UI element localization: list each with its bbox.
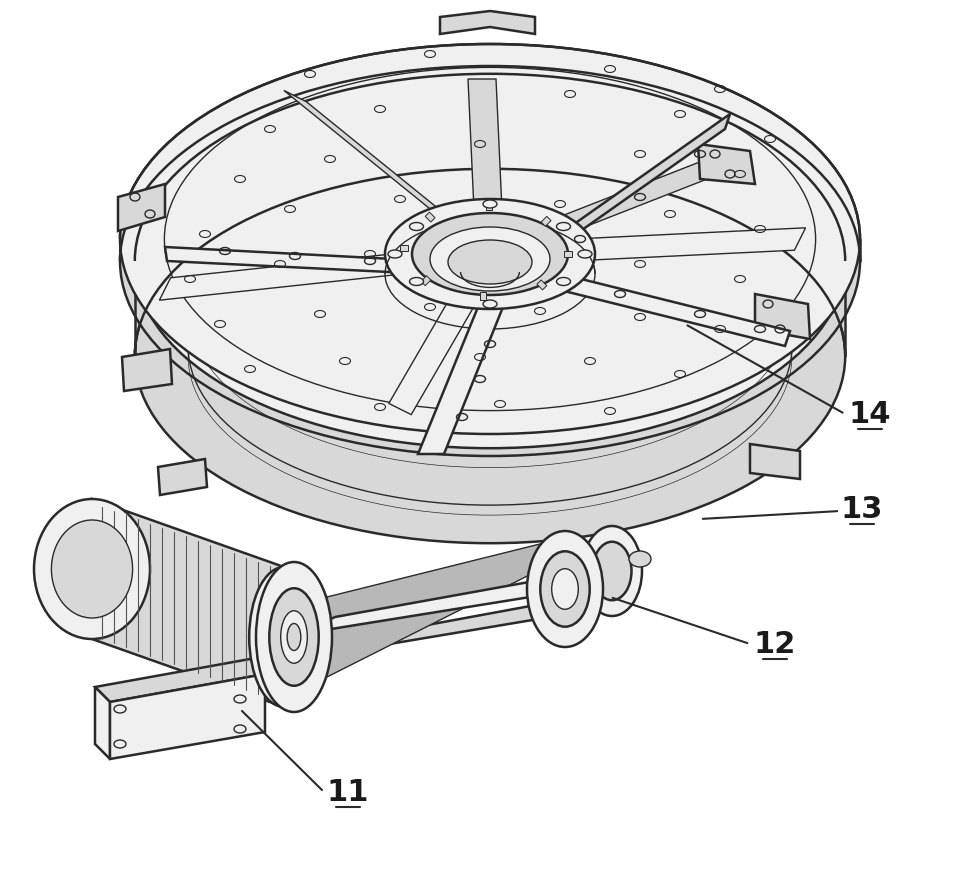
Ellipse shape xyxy=(270,588,318,686)
Polygon shape xyxy=(484,228,806,266)
Polygon shape xyxy=(300,595,590,659)
Polygon shape xyxy=(698,145,755,184)
Polygon shape xyxy=(118,184,165,232)
Ellipse shape xyxy=(410,223,423,231)
Polygon shape xyxy=(122,349,172,392)
Polygon shape xyxy=(750,444,800,479)
Ellipse shape xyxy=(430,227,550,291)
Bar xyxy=(486,203,492,211)
Polygon shape xyxy=(327,539,565,677)
Polygon shape xyxy=(160,243,496,301)
Polygon shape xyxy=(135,262,845,543)
Ellipse shape xyxy=(552,569,578,609)
Polygon shape xyxy=(95,659,265,702)
Polygon shape xyxy=(284,91,501,260)
Polygon shape xyxy=(755,295,810,340)
Polygon shape xyxy=(479,159,731,260)
Polygon shape xyxy=(440,12,535,35)
Ellipse shape xyxy=(388,251,402,259)
Ellipse shape xyxy=(135,75,845,449)
Ellipse shape xyxy=(578,251,592,259)
Polygon shape xyxy=(548,273,790,347)
Ellipse shape xyxy=(629,551,651,567)
Polygon shape xyxy=(120,240,860,457)
Bar xyxy=(421,277,431,286)
Ellipse shape xyxy=(483,201,497,209)
Bar xyxy=(425,212,435,223)
Polygon shape xyxy=(389,249,501,415)
Text: 12: 12 xyxy=(754,630,796,658)
Ellipse shape xyxy=(410,278,423,286)
Polygon shape xyxy=(300,572,590,634)
Ellipse shape xyxy=(51,521,132,618)
Polygon shape xyxy=(418,307,503,455)
Ellipse shape xyxy=(540,551,590,627)
Ellipse shape xyxy=(256,563,332,712)
Ellipse shape xyxy=(557,278,570,286)
Polygon shape xyxy=(158,459,207,495)
Ellipse shape xyxy=(280,611,308,664)
Bar xyxy=(537,281,547,291)
Ellipse shape xyxy=(448,241,532,284)
Ellipse shape xyxy=(593,542,631,601)
Text: 14: 14 xyxy=(849,400,891,429)
Ellipse shape xyxy=(557,223,570,231)
Ellipse shape xyxy=(385,200,595,310)
Text: 11: 11 xyxy=(326,778,369,807)
Ellipse shape xyxy=(412,213,568,296)
Ellipse shape xyxy=(582,527,642,616)
Polygon shape xyxy=(95,687,110,759)
Polygon shape xyxy=(468,80,504,255)
Ellipse shape xyxy=(249,567,318,707)
Ellipse shape xyxy=(287,623,301,651)
Ellipse shape xyxy=(527,531,603,647)
Polygon shape xyxy=(110,674,265,759)
Ellipse shape xyxy=(135,169,845,543)
Bar xyxy=(400,246,408,252)
Ellipse shape xyxy=(483,300,497,309)
Text: 13: 13 xyxy=(841,495,883,524)
Bar xyxy=(541,217,551,227)
Polygon shape xyxy=(555,115,730,249)
Bar xyxy=(564,252,572,258)
Polygon shape xyxy=(165,248,490,277)
Polygon shape xyxy=(92,500,284,707)
Bar xyxy=(480,292,486,300)
Ellipse shape xyxy=(34,500,150,639)
Ellipse shape xyxy=(120,45,860,435)
